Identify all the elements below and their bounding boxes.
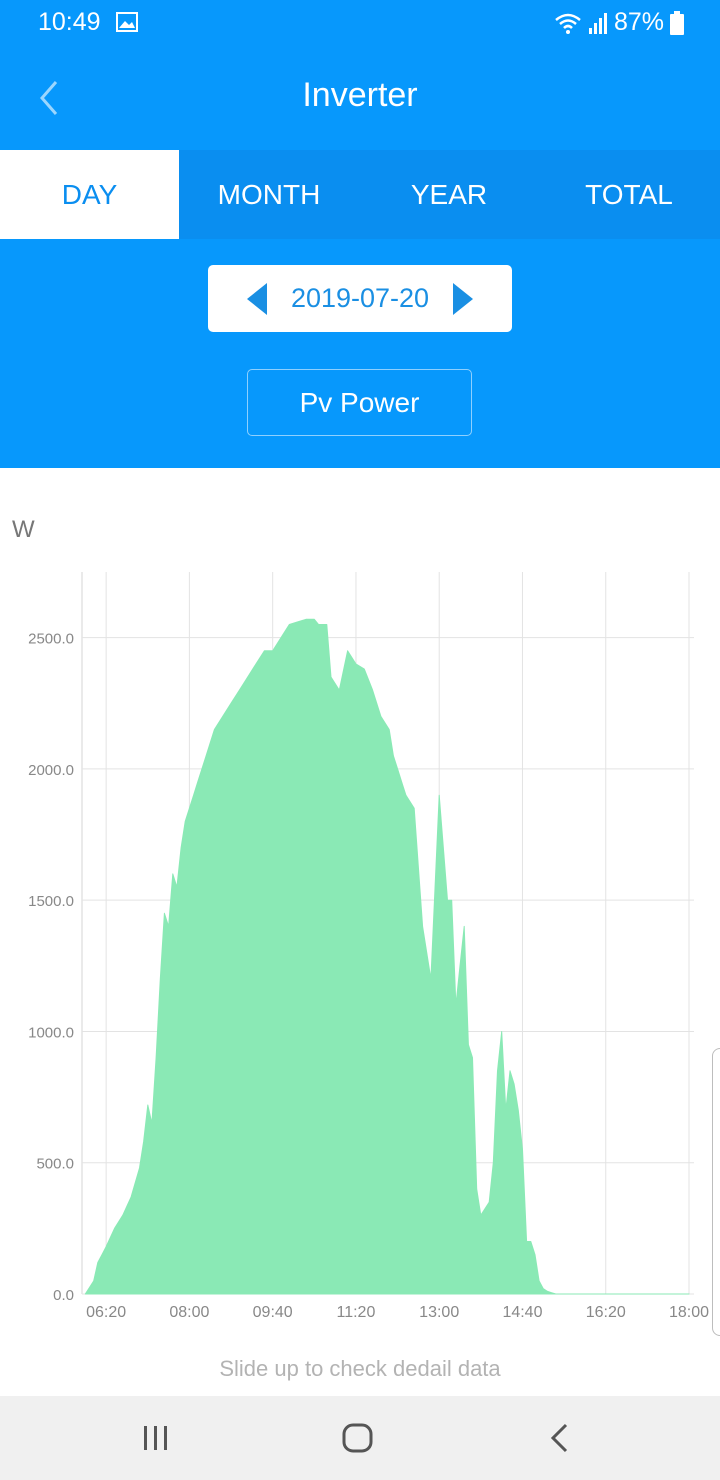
x-tick-label: 11:20 [337,1304,376,1321]
wifi-icon [555,13,581,34]
pv-power-button[interactable]: Pv Power [247,369,472,436]
battery-icon [670,10,684,35]
app-bar: Inverter [0,48,720,150]
nav-bar [0,1396,720,1480]
pv-power-area [84,618,690,1295]
status-bar: 10:49 87% [0,0,720,48]
date-value[interactable]: 2019-07-20 [290,283,430,313]
status-time: 10:49 [38,8,101,36]
triangle-left-icon[interactable] [245,282,269,316]
chevron-left-icon[interactable] [28,76,72,120]
slide-up-hint: Slide up to check dedail data [219,1356,501,1381]
x-tick-label: 08:00 [169,1304,209,1321]
y-tick-label: 2000.0 [28,762,74,779]
x-tick-label: 16:20 [586,1304,626,1321]
y-tick-label: 500.0 [36,1156,74,1173]
pv-power-chart[interactable]: 0.0 500.0 1000.0 1500.0 2000.0 2500.0 06:20 08:… [0,540,720,1340]
tab-month[interactable]: MONTH [217,178,321,210]
date-selector: 2019-07-20 [208,265,512,332]
y-tick-label: 0.0 [53,1287,74,1304]
triangle-right-icon[interactable] [451,282,475,316]
y-tick-label: 2500.0 [28,631,74,648]
x-tick-label: 09:40 [253,1304,293,1321]
recent-apps-icon[interactable] [138,1420,174,1456]
edge-panel-handle[interactable] [712,1048,720,1336]
tab-day[interactable]: DAY [0,150,179,239]
back-icon[interactable] [542,1420,578,1456]
signal-icon [588,12,607,34]
x-tick-label: 14:40 [502,1304,542,1321]
y-tick-label: 1000.0 [28,1024,74,1041]
x-tick-label: 13:00 [419,1304,459,1321]
y-unit-label: W [12,516,35,543]
y-tick-label: 1500.0 [28,893,74,910]
controls-panel: 2019-07-20 Pv Power [0,239,720,468]
x-tick-label: 18:00 [669,1304,709,1321]
tab-total[interactable]: TOTAL [585,178,673,210]
period-tabs: DAY MONTH YEAR TOTAL [0,150,720,239]
home-icon[interactable] [340,1420,376,1456]
tab-year[interactable]: YEAR [410,178,488,210]
x-tick-label: 06:20 [86,1304,126,1321]
battery-percent: 87% [613,8,664,36]
page-title: Inverter [302,76,418,114]
gallery-icon [116,12,138,32]
